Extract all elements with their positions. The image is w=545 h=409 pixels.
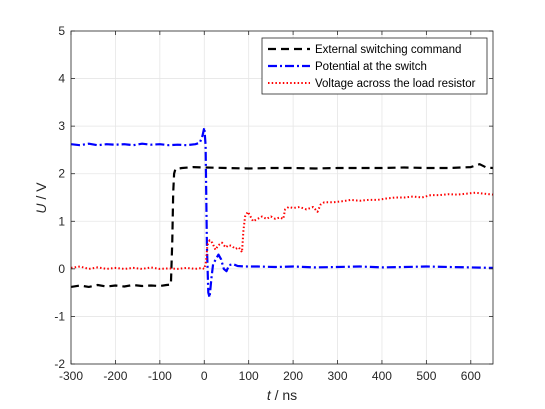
x-tick-label: 300: [328, 369, 348, 383]
x-tick-label: -300: [59, 369, 83, 383]
y-axis-label: U / V: [33, 182, 49, 214]
y-axis-label-unit: / V: [33, 182, 49, 204]
axis-ticks: -300 -200 -100 0 100 200 300 400 500 600 -2 -1 0 1 2 3 4…: [54, 24, 493, 383]
legend-box: [261, 37, 488, 95]
y-tick-label: -2: [54, 357, 65, 371]
legend-label-external-switching-command: External switching command: [315, 44, 461, 56]
legend: External switching command Potential at …: [261, 37, 488, 95]
series-lines: [70, 126, 494, 299]
plot-frame: [70, 30, 494, 365]
x-tick-label: 400: [372, 369, 392, 383]
x-tick-label: 500: [416, 369, 436, 383]
legend-label-potential-at-the-switch: Potential at the switch: [315, 61, 427, 73]
x-tick-label: 100: [239, 369, 259, 383]
y-tick-label: 4: [58, 72, 65, 86]
x-tick-label: 200: [283, 369, 303, 383]
x-axis-label: t / ns: [267, 387, 297, 403]
y-tick-label: 1: [58, 214, 65, 228]
x-tick-label: -100: [148, 369, 172, 383]
y-tick-label: 3: [58, 119, 65, 133]
y-tick-label: 2: [58, 167, 65, 181]
y-axis-label-var: U: [33, 203, 49, 214]
series-line-voltage-across-the-load-resistor: [70, 191, 494, 270]
y-tick-label: -1: [54, 309, 65, 323]
series-line-external-switching-command: [70, 163, 494, 288]
x-tick-label: 600: [461, 369, 481, 383]
legend-label-voltage-across-load-resistor: Voltage across the load resistor: [315, 78, 476, 90]
x-tick-label: -200: [103, 369, 127, 383]
x-axis-label-unit: / ns: [271, 387, 297, 403]
x-axis-label-var: t: [267, 387, 272, 403]
y-tick-label: 5: [58, 24, 65, 38]
y-tick-label: 0: [58, 262, 65, 276]
x-tick-label: 0: [201, 369, 208, 383]
